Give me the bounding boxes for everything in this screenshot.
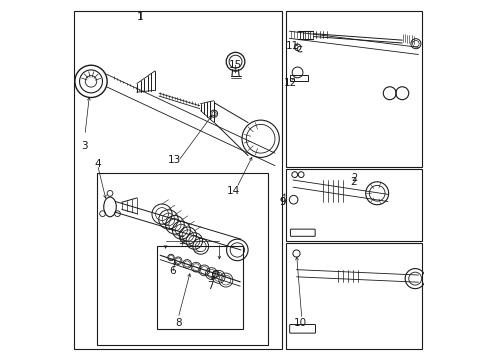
Text: 6: 6	[169, 266, 176, 276]
Text: 3: 3	[81, 141, 88, 151]
Bar	[285, 12, 421, 167]
Bar	[156, 246, 242, 329]
Text: 1: 1	[137, 12, 143, 22]
Text: 13: 13	[167, 155, 181, 165]
Text: 9: 9	[279, 197, 285, 207]
Bar	[290, 75, 307, 81]
Text: 12: 12	[283, 78, 296, 88]
Text: 2: 2	[350, 173, 356, 183]
Text: 11: 11	[285, 41, 299, 50]
Text: 10: 10	[293, 319, 306, 328]
Text: 15: 15	[228, 60, 242, 70]
Bar	[285, 169, 421, 241]
Text: 7: 7	[207, 281, 213, 291]
Text: 14: 14	[226, 186, 240, 196]
Text: 9: 9	[279, 197, 285, 207]
Text: 5: 5	[178, 236, 184, 246]
Text: 2: 2	[350, 177, 356, 187]
Text: 8: 8	[175, 319, 181, 328]
Bar	[74, 12, 282, 348]
Bar	[97, 173, 267, 345]
Bar	[285, 243, 421, 348]
Text: 4: 4	[94, 159, 101, 169]
